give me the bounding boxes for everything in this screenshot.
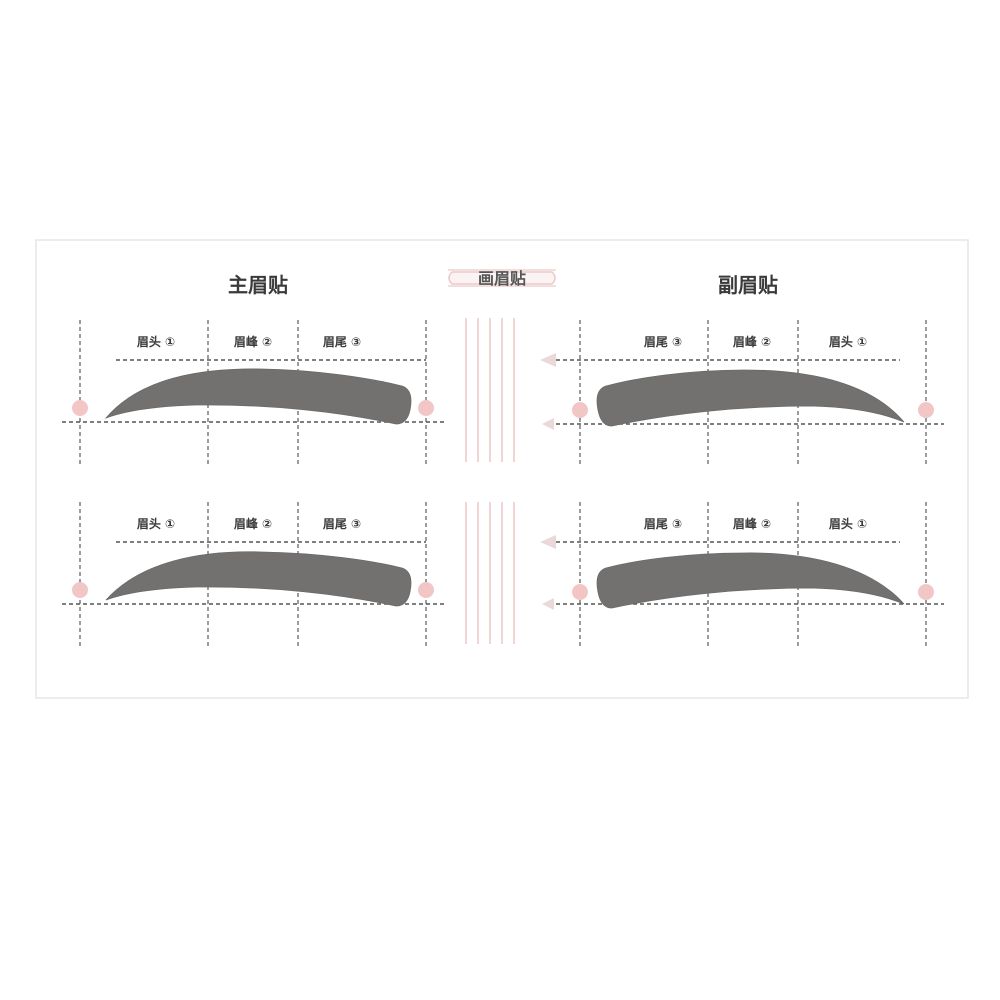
stencil-top-left: 眉头 ① 眉峰 ② 眉尾 ③ [62, 320, 444, 464]
stencil-label: 眉峰 ② [733, 334, 771, 349]
marker-dot [418, 582, 434, 598]
stencil-label: 眉头 ① [829, 334, 867, 349]
stencil-label: 眉峰 ② [733, 516, 771, 531]
arrow-left-icon [540, 353, 556, 367]
stencil-label: 眉头 ① [137, 334, 175, 349]
marker-dot [918, 402, 934, 418]
center-ruler-top [465, 318, 515, 462]
arrow-left-icon [542, 598, 554, 610]
right-card-title: 副眉贴 [718, 273, 778, 297]
stencil-label: 眉尾 ③ [323, 335, 361, 349]
left-card-title: 主眉贴 [228, 273, 288, 297]
marker-dot [72, 400, 88, 416]
center-badge-label: 画眉贴 [478, 269, 526, 288]
arrow-left-icon [542, 418, 554, 430]
center-badge: 画眉贴 [448, 269, 556, 288]
stencil-label: 眉尾 ③ [644, 335, 682, 349]
stencil-label: 眉头 ① [829, 516, 867, 531]
stencil-top-right: 眉尾 ③ 眉峰 ② 眉头 ① [540, 320, 944, 464]
eyebrow-shape [105, 551, 412, 607]
eyebrow-shape [104, 368, 412, 425]
eyebrow-shape [596, 369, 905, 427]
marker-dot [572, 584, 588, 600]
center-ruler-bottom [465, 502, 515, 644]
marker-dot [572, 402, 588, 418]
arrow-left-icon [540, 535, 556, 549]
marker-dot [418, 400, 434, 416]
marker-dot [72, 582, 88, 598]
stencil-label: 眉尾 ③ [644, 517, 682, 531]
stencil-label: 眉峰 ② [234, 516, 272, 531]
stencil-bottom-left: 眉头 ① 眉峰 ② 眉尾 ③ [62, 502, 444, 646]
eyebrow-shape [596, 552, 905, 609]
marker-dot [918, 584, 934, 600]
stencil-label: 眉头 ① [137, 516, 175, 531]
stencil-label: 眉尾 ③ [323, 517, 361, 531]
stencil-label: 眉峰 ② [234, 334, 272, 349]
stencil-bottom-right: 眉尾 ③ 眉峰 ② 眉头 ① [540, 502, 944, 646]
